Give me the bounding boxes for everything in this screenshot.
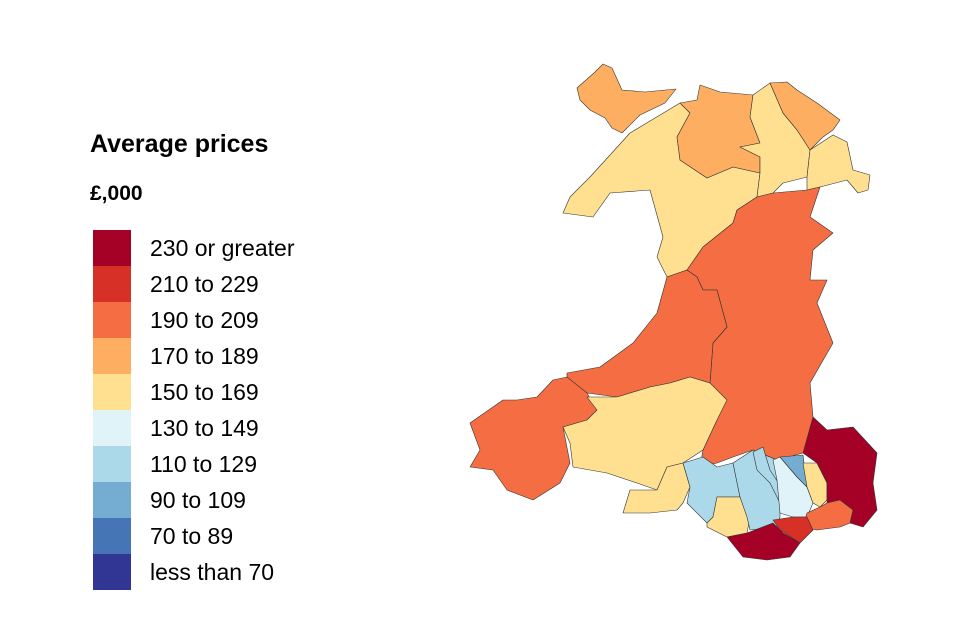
legend-swatch [93, 446, 131, 482]
region-wrexham[interactable] [806, 134, 871, 194]
legend-swatch [93, 482, 131, 518]
region-flintshire[interactable] [769, 81, 841, 151]
legend-item: 150 to 169 [93, 374, 294, 410]
legend-label: 190 to 209 [150, 306, 259, 333]
region-conwy[interactable] [676, 84, 761, 179]
legend-unit: £,000 [90, 182, 143, 205]
legend-title: Average prices [90, 130, 269, 158]
region-anglesey[interactable] [576, 63, 677, 134]
legend-swatch [93, 302, 131, 338]
legend-swatch [93, 374, 131, 410]
legend-swatch [93, 554, 131, 590]
region-vale-of-glamorgan[interactable] [726, 522, 801, 561]
legend-label: 70 to 89 [150, 522, 234, 549]
legend-item: 70 to 89 [93, 518, 294, 554]
legend-swatch [93, 410, 131, 446]
legend-item: 90 to 109 [93, 482, 294, 518]
legend-item: 190 to 209 [93, 302, 294, 338]
legend-label: 110 to 129 [150, 450, 258, 477]
region-monmouthshire[interactable] [802, 416, 878, 528]
legend-label: 130 to 149 [150, 414, 259, 441]
legend-label: less than 70 [150, 558, 275, 585]
legend-label: 210 to 229 [150, 270, 259, 297]
legend-swatch [93, 338, 131, 374]
legend-swatch [93, 230, 131, 266]
legend-item: 110 to 129 [93, 446, 294, 482]
legend-item: 230 or greater [93, 230, 294, 266]
legend-label: 170 to 189 [150, 342, 259, 369]
legend-label: 150 to 169 [150, 378, 259, 405]
legend: 230 or greater 210 to 229 190 to 209 170… [93, 230, 294, 590]
legend-item: less than 70 [93, 554, 294, 590]
legend-item: 130 to 149 [93, 410, 294, 446]
legend-item: 210 to 229 [93, 266, 294, 302]
legend-label: 230 or greater [150, 234, 295, 261]
legend-swatch [93, 266, 131, 302]
legend-item: 170 to 189 [93, 338, 294, 374]
region-cardiff[interactable] [772, 516, 814, 544]
legend-label: 90 to 109 [150, 486, 246, 513]
legend-swatch [93, 518, 131, 554]
